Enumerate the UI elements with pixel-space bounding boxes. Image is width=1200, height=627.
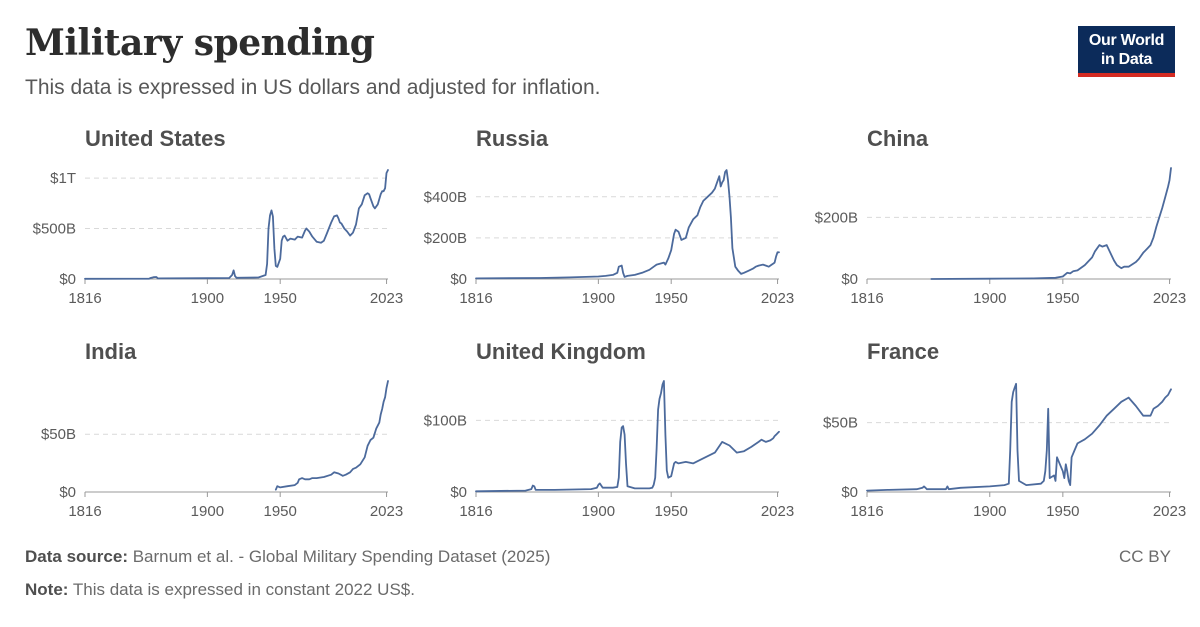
x-tick-label-china: 1816: [850, 290, 883, 307]
y-tick-label-united-kingdom: $100B: [424, 412, 467, 429]
logo-line-1: Our World: [1088, 31, 1165, 49]
x-tick-label-united-kingdom: 1816: [459, 503, 492, 520]
y-tick-label-france: $0: [841, 484, 858, 501]
x-tick-label-india: 1816: [68, 503, 101, 520]
panel-france: France $0 $50B 1816 1900 1950 2023: [823, 339, 1186, 520]
x-tick-label-united-kingdom: 2023: [761, 503, 794, 520]
series-line-india: [274, 380, 389, 491]
x-tick-label-united-states: 2023: [370, 290, 403, 307]
x-tick-label-india: 1900: [191, 503, 224, 520]
x-tick-label-russia: 1816: [459, 290, 492, 307]
note-text: This data is expressed in constant 2022 …: [72, 580, 415, 599]
panel-title-france: France: [867, 339, 939, 364]
y-tick-label-india: $50B: [41, 426, 76, 443]
y-tick-label-united-states: $1T: [50, 170, 76, 187]
series-line-united-kingdom: [475, 380, 780, 493]
panel-title-india: India: [85, 339, 137, 364]
y-tick-label-india: $0: [59, 484, 76, 501]
our-world-in-data-logo[interactable]: Our World in Data: [1078, 26, 1175, 77]
x-tick-label-india: 1950: [264, 503, 297, 520]
x-tick-label-united-kingdom: 1900: [582, 503, 615, 520]
y-tick-label-russia: $200B: [424, 230, 467, 247]
x-tick-label-russia: 2023: [761, 290, 794, 307]
y-tick-label-russia: $0: [450, 271, 467, 288]
x-tick-label-united-states: 1816: [68, 290, 101, 307]
x-tick-label-china: 2023: [1153, 290, 1186, 307]
series-line-united-states: [84, 169, 389, 280]
panel-china: China $0 $200B 1816 1900 1950 2023: [815, 126, 1187, 307]
y-tick-label-china: $200B: [815, 209, 858, 226]
x-tick-label-united-states: 1950: [264, 290, 297, 307]
note-label: Note:: [25, 580, 69, 599]
data-source-text: Barnum et al. - Global Military Spending…: [132, 547, 551, 566]
y-tick-label-france: $50B: [823, 415, 858, 432]
x-tick-label-united-kingdom: 1950: [655, 503, 688, 520]
panel-united-states: United States $0 $500B $1T 1816 1900 1950 2023: [33, 126, 404, 307]
x-tick-label-china: 1950: [1046, 290, 1079, 307]
panel-title-united-states: United States: [85, 126, 226, 151]
x-tick-label-india: 2023: [370, 503, 403, 520]
footnote: Note: This data is expressed in constant…: [25, 580, 415, 600]
panel-title-china: China: [867, 126, 929, 151]
data-source-note: Data source: Barnum et al. - Global Mili…: [25, 547, 550, 567]
x-tick-label-russia: 1950: [655, 290, 688, 307]
y-tick-label-china: $0: [841, 271, 858, 288]
x-tick-label-france: 1816: [850, 503, 883, 520]
panel-title-russia: Russia: [476, 126, 549, 151]
x-tick-label-united-states: 1900: [191, 290, 224, 307]
panel-india: India $0 $50B 1816 1900 1950 2023: [41, 339, 403, 520]
y-tick-label-united-states: $0: [59, 271, 76, 288]
license-link[interactable]: CC BY: [1119, 547, 1171, 566]
series-line-france: [866, 382, 1172, 492]
x-tick-label-france: 1900: [973, 503, 1006, 520]
panel-title-united-kingdom: United Kingdom: [476, 339, 646, 364]
y-tick-label-united-kingdom: $0: [450, 484, 467, 501]
series-line-china: [930, 167, 1172, 280]
x-tick-label-france: 1950: [1046, 503, 1079, 520]
panel-united-kingdom: United Kingdom $0 $100B 1816 1900 1950 2023: [424, 339, 795, 520]
panel-russia: Russia $0 $200B $400B 1816 1900 1950 2023: [424, 126, 795, 307]
chart-subtitle: This data is expressed in US dollars and…: [25, 76, 601, 99]
series-line-russia: [475, 169, 780, 280]
y-tick-label-united-states: $500B: [33, 221, 76, 238]
x-tick-label-russia: 1900: [582, 290, 615, 307]
x-tick-label-china: 1900: [973, 290, 1006, 307]
logo-line-2: in Data: [1100, 50, 1153, 68]
y-tick-label-russia: $400B: [424, 189, 467, 206]
data-source-label: Data source:: [25, 547, 128, 566]
chart-title: Military spending: [25, 22, 375, 64]
x-tick-label-france: 2023: [1153, 503, 1186, 520]
